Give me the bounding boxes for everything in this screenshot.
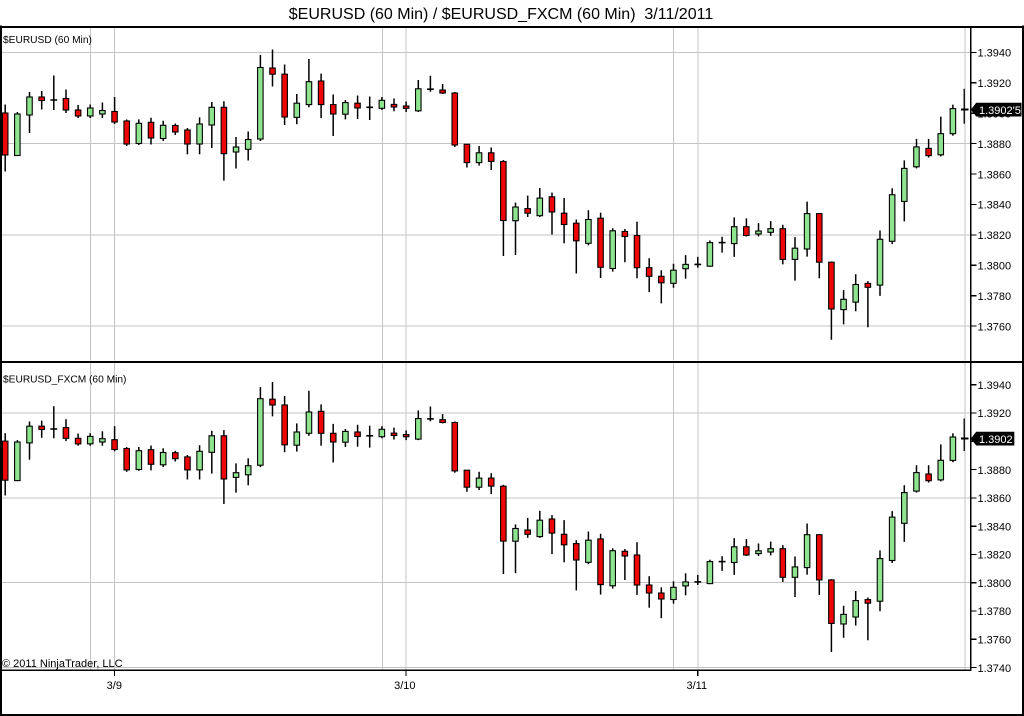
svg-text:1.3840: 1.3840 [978,521,1012,533]
svg-text:1.3902: 1.3902 [979,434,1013,446]
svg-text:1.3920: 1.3920 [978,408,1012,420]
svg-text:1.3920: 1.3920 [978,78,1012,90]
svg-text:$EURUSD (60 Min) / $EURUSD_FXC: $EURUSD (60 Min) / $EURUSD_FXCM (60 Min)… [289,6,714,23]
svg-text:1.3760: 1.3760 [978,321,1012,333]
svg-text:3/9: 3/9 [107,680,122,692]
svg-text:1.3780: 1.3780 [978,606,1012,618]
svg-text:1.3940: 1.3940 [978,48,1012,60]
svg-text:1.3940: 1.3940 [978,380,1012,392]
svg-text:1.3780: 1.3780 [978,291,1012,303]
svg-text:© 2011 NinjaTrader, LLC: © 2011 NinjaTrader, LLC [2,658,123,670]
svg-text:1.3800: 1.3800 [978,261,1012,273]
svg-text:1.3880: 1.3880 [978,139,1012,151]
svg-text:$EURUSD_FXCM (60 Min): $EURUSD_FXCM (60 Min) [3,374,126,385]
svg-text:1.3760: 1.3760 [978,635,1012,647]
svg-text:1.3820: 1.3820 [978,230,1012,242]
svg-text:3/11: 3/11 [687,680,708,692]
svg-text:1.3880: 1.3880 [978,465,1012,477]
svg-text:3/10: 3/10 [394,680,415,692]
svg-text:1.3820: 1.3820 [978,550,1012,562]
svg-text:$EURUSD (60 Min): $EURUSD (60 Min) [3,35,92,46]
svg-text:1.3860: 1.3860 [978,493,1012,505]
svg-text:1.3840: 1.3840 [978,200,1012,212]
svg-text:1.3740: 1.3740 [978,663,1012,675]
svg-text:1.3902'5: 1.3902'5 [979,105,1021,117]
svg-text:1.3800: 1.3800 [978,578,1012,590]
svg-text:1.3860: 1.3860 [978,169,1012,181]
